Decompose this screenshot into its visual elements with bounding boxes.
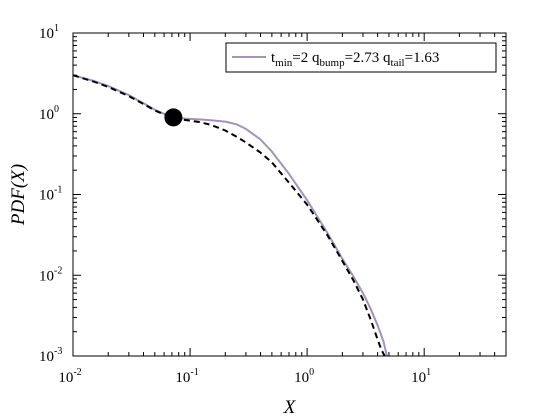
x-tick-label: 100 (294, 367, 314, 386)
y-tick-label: 101 (39, 23, 59, 42)
x-tick-label: 101 (411, 367, 431, 386)
legend-subscript: bump (320, 57, 346, 69)
y-tick-label: 10-2 (39, 265, 62, 284)
legend-subscript: tail (391, 57, 405, 69)
legend-box (225, 42, 497, 73)
legend-text-part: =2 q (292, 50, 320, 66)
y-axis-title: PDF(X) (8, 164, 29, 226)
plot-frame (72, 32, 507, 357)
series-layer (73, 74, 388, 356)
data-point-marker (164, 108, 183, 127)
marker-layer (164, 108, 183, 127)
legend-label: tmin=2 qbump=2.73 qtail=1.63 (271, 50, 439, 69)
legend-text-part: =2.73 q (345, 50, 391, 66)
reference-dashed-line (73, 74, 386, 356)
legend: tmin=2 qbump=2.73 qtail=1.63 (225, 42, 497, 73)
y-tick-label: 10-1 (39, 185, 62, 204)
legend-text-part: =1.63 (405, 50, 440, 66)
x-axis-title: X (283, 397, 297, 418)
legend-subscript: min (275, 57, 293, 69)
x-tick-label: 10-1 (175, 367, 198, 386)
series-line-0 (73, 74, 388, 356)
y-tick-label: 100 (39, 104, 59, 123)
x-tick-label: 10-2 (58, 367, 81, 386)
y-tick-label: 10-3 (39, 346, 62, 365)
ticks-layer (72, 32, 507, 357)
tick-labels-layer: 10-2 10-1 100 101 10-3 10-2 10-1 100 101 (39, 23, 431, 386)
legend-text-part: t (271, 50, 276, 66)
